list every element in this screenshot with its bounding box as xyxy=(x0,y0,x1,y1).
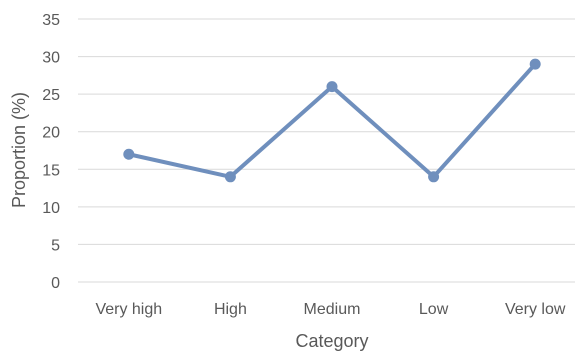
y-tick-label: 25 xyxy=(42,87,60,104)
gridlines xyxy=(78,18,575,283)
y-axis-title: Proportion (%) xyxy=(9,92,29,208)
y-tick-label: 10 xyxy=(42,200,60,217)
y-axis-ticks: 0 5 10 15 20 25 30 35 xyxy=(42,12,60,292)
x-tick-label: High xyxy=(214,301,247,318)
x-axis-ticks: Very high High Medium Low Very low xyxy=(95,301,565,318)
data-point xyxy=(224,171,236,183)
data-point xyxy=(326,81,338,93)
x-tick-label: Medium xyxy=(304,301,361,318)
x-tick-label: Very high xyxy=(95,301,162,318)
series-group xyxy=(123,58,541,183)
x-tick-label: Low xyxy=(419,301,449,318)
y-tick-label: 30 xyxy=(42,50,60,67)
series-line xyxy=(126,62,538,179)
y-tick-label: 5 xyxy=(51,237,60,254)
y-tick-label: 20 xyxy=(42,125,60,142)
y-tick-label: 0 xyxy=(51,275,60,292)
data-point xyxy=(529,58,541,70)
y-tick-label: 35 xyxy=(42,12,60,29)
data-point xyxy=(123,148,135,160)
y-tick-label: 15 xyxy=(42,162,60,179)
data-point xyxy=(428,171,440,183)
x-tick-label: Very low xyxy=(505,301,566,318)
x-axis-title: Category xyxy=(295,331,368,351)
